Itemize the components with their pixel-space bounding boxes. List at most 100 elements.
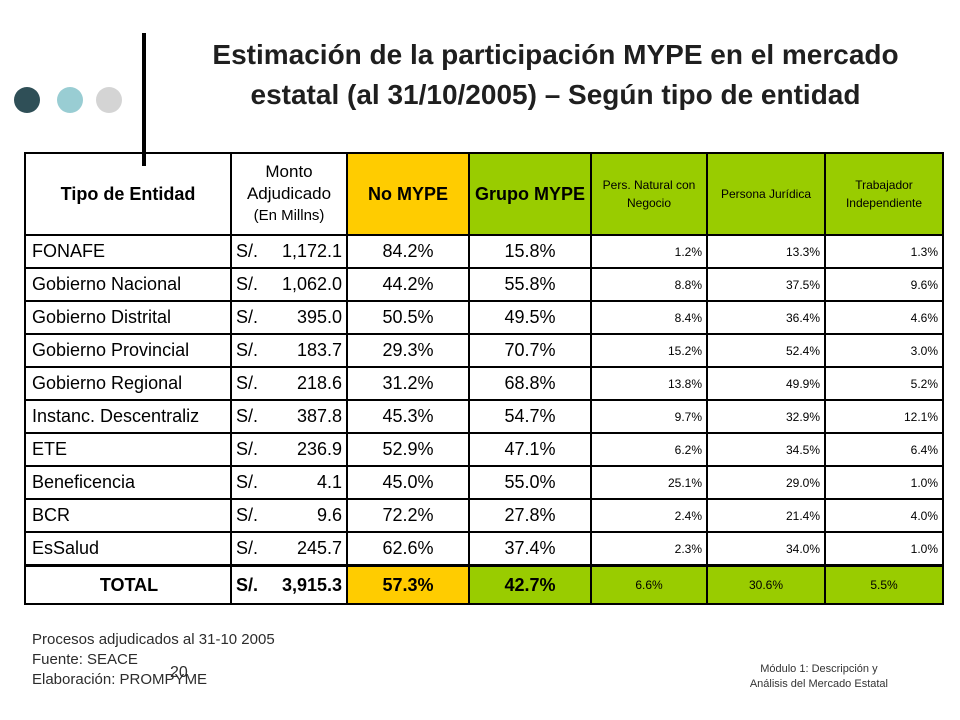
monto-value: 183.7 bbox=[296, 340, 342, 360]
grupo-mype-cell: 70.7% bbox=[468, 333, 592, 368]
header-trabajador: Trabajador Independiente bbox=[824, 152, 944, 236]
table-row: FONAFE S/. 1,172.1 84.2% 15.8% 1.2% 13.3% 1.3% bbox=[24, 234, 944, 269]
table-row: Gobierno Distrital S/. 395.0 50.5% 49.5% 8.4%… bbox=[24, 300, 944, 335]
participation-table: Tipo de Entidad Monto Adjudicado (En Mil… bbox=[24, 152, 944, 605]
no-mype-cell: 72.2% bbox=[346, 498, 470, 533]
monto-cell: S/. 4.1 bbox=[230, 465, 348, 500]
header-persona-juridica: Persona Jurídica bbox=[706, 152, 826, 236]
monto-cell: S/. 236.9 bbox=[230, 432, 348, 467]
decorative-dot-teal bbox=[57, 87, 83, 113]
table-row: Gobierno Nacional S/. 1,062.0 44.2% 55.8% 8.8… bbox=[24, 267, 944, 302]
table-total-row: TOTAL S/. 3,915.3 57.3% 42.7% 6.6% 30.6%… bbox=[24, 564, 944, 605]
trabajador-cell: 5.2% bbox=[824, 366, 944, 401]
total-no-mype: 57.3% bbox=[346, 564, 470, 605]
persona-juridica-cell: 36.4% bbox=[706, 300, 826, 335]
monto-cell: S/. 1,172.1 bbox=[230, 234, 348, 269]
moneda-label: S/. bbox=[236, 505, 259, 525]
grupo-mype-cell: 54.7% bbox=[468, 399, 592, 434]
persona-juridica-cell: 29.0% bbox=[706, 465, 826, 500]
header-no-mype: No MYPE bbox=[346, 152, 470, 236]
header-monto: Monto Adjudicado (En Millns) bbox=[230, 152, 348, 236]
trabajador-cell: 1.0% bbox=[824, 531, 944, 567]
title-divider-bar bbox=[142, 33, 146, 166]
trabajador-cell: 4.6% bbox=[824, 300, 944, 335]
table-row: ETE S/. 236.9 52.9% 47.1% 6.2% 34.5% 6.4% bbox=[24, 432, 944, 467]
persona-juridica-cell: 32.9% bbox=[706, 399, 826, 434]
page-number: 20 bbox=[170, 664, 188, 681]
no-mype-cell: 45.0% bbox=[346, 465, 470, 500]
table-row: Gobierno Provincial S/. 183.7 29.3% 70.7% 15.… bbox=[24, 333, 944, 368]
pers-natural-cell: 2.4% bbox=[590, 498, 708, 533]
persona-juridica-cell: 34.0% bbox=[706, 531, 826, 567]
no-mype-cell: 84.2% bbox=[346, 234, 470, 269]
no-mype-cell: 52.9% bbox=[346, 432, 470, 467]
title-line-2: estatal (al 31/10/2005) – Según tipo de … bbox=[250, 79, 861, 110]
grupo-mype-cell: 55.8% bbox=[468, 267, 592, 302]
persona-juridica-cell: 52.4% bbox=[706, 333, 826, 368]
monto-value: 218.6 bbox=[296, 373, 342, 393]
entidad-cell: Gobierno Provincial bbox=[24, 333, 232, 368]
decorative-dot-dark bbox=[14, 87, 40, 113]
monto-cell: S/. 387.8 bbox=[230, 399, 348, 434]
table-row: Instanc. Descentraliz S/. 387.8 45.3% 54.7% 9… bbox=[24, 399, 944, 434]
source-notes: Procesos adjudicados al 31-10 2005 Fuent… bbox=[32, 630, 275, 690]
header-monto-line2: Adjudicado bbox=[246, 184, 332, 203]
no-mype-cell: 50.5% bbox=[346, 300, 470, 335]
no-mype-cell: 29.3% bbox=[346, 333, 470, 368]
no-mype-cell: 31.2% bbox=[346, 366, 470, 401]
trabajador-cell: 3.0% bbox=[824, 333, 944, 368]
grupo-mype-cell: 68.8% bbox=[468, 366, 592, 401]
header-monto-line3: (En Millns) bbox=[253, 207, 325, 224]
pers-natural-cell: 25.1% bbox=[590, 465, 708, 500]
header-monto-line1: Monto bbox=[265, 162, 313, 181]
table-row: BCR S/. 9.6 72.2% 27.8% 2.4% 21.4% 4.0% bbox=[24, 498, 944, 533]
decorative-dot-gray bbox=[96, 87, 122, 113]
pers-natural-cell: 6.2% bbox=[590, 432, 708, 467]
grupo-mype-cell: 27.8% bbox=[468, 498, 592, 533]
monto-cell: S/. 9.6 bbox=[230, 498, 348, 533]
moneda-label: S/. bbox=[236, 373, 259, 393]
total-monto: 3,915.3 bbox=[281, 574, 342, 595]
moneda-label: S/. bbox=[236, 439, 259, 459]
monto-value: 236.9 bbox=[296, 439, 342, 459]
persona-juridica-cell: 13.3% bbox=[706, 234, 826, 269]
title-line-1: Estimación de la participación MYPE en e… bbox=[212, 39, 899, 70]
no-mype-cell: 62.6% bbox=[346, 531, 470, 567]
entidad-cell: BCR bbox=[24, 498, 232, 533]
moneda-label: S/. bbox=[236, 241, 259, 261]
moneda-label: S/. bbox=[236, 472, 259, 492]
header-pers-natural: Pers. Natural con Negocio bbox=[590, 152, 708, 236]
grupo-mype-cell: 49.5% bbox=[468, 300, 592, 335]
moneda-label: S/. bbox=[236, 307, 259, 327]
monto-cell: S/. 395.0 bbox=[230, 300, 348, 335]
pers-natural-cell: 1.2% bbox=[590, 234, 708, 269]
monto-value: 9.6 bbox=[316, 505, 342, 525]
monto-value: 387.8 bbox=[296, 406, 342, 426]
monto-value: 1,172.1 bbox=[281, 241, 342, 261]
no-mype-cell: 44.2% bbox=[346, 267, 470, 302]
module-line-2: Análisis del Mercado Estatal bbox=[749, 678, 888, 690]
table-row: Beneficencia S/. 4.1 45.0% 55.0% 25.1% 29.0% 1.… bbox=[24, 465, 944, 500]
entidad-cell: Instanc. Descentraliz bbox=[24, 399, 232, 434]
monto-cell: S/. 183.7 bbox=[230, 333, 348, 368]
note-procesos: Procesos adjudicados al 31-10 2005 bbox=[32, 631, 275, 648]
moneda-label: S/. bbox=[236, 406, 259, 426]
table-row: EsSalud S/. 245.7 62.6% 37.4% 2.3% 34.0% 1.0% bbox=[24, 531, 944, 567]
total-entidad: TOTAL bbox=[24, 564, 232, 605]
monto-value: 4.1 bbox=[316, 472, 342, 492]
module-caption: Módulo 1: Descripción y Análisis del Mer… bbox=[750, 662, 888, 692]
entidad-cell: EsSalud bbox=[24, 531, 232, 567]
table-row: Gobierno Regional S/. 218.6 31.2% 68.8% 13.8%… bbox=[24, 366, 944, 401]
grupo-mype-cell: 47.1% bbox=[468, 432, 592, 467]
persona-juridica-cell: 34.5% bbox=[706, 432, 826, 467]
pers-natural-cell: 2.3% bbox=[590, 531, 708, 567]
trabajador-cell: 6.4% bbox=[824, 432, 944, 467]
note-elaboracion: Elaboración: PROMPYME bbox=[32, 671, 208, 688]
moneda-label: S/. bbox=[236, 274, 259, 294]
header-tipo-entidad: Tipo de Entidad bbox=[24, 152, 232, 236]
entidad-cell: Gobierno Distrital bbox=[24, 300, 232, 335]
slide-title: Estimación de la participación MYPE en e… bbox=[158, 35, 953, 115]
moneda-label: S/. bbox=[236, 340, 259, 360]
header-grupo-mype: Grupo MYPE bbox=[468, 152, 592, 236]
module-line-1: Módulo 1: Descripción y bbox=[760, 663, 878, 675]
